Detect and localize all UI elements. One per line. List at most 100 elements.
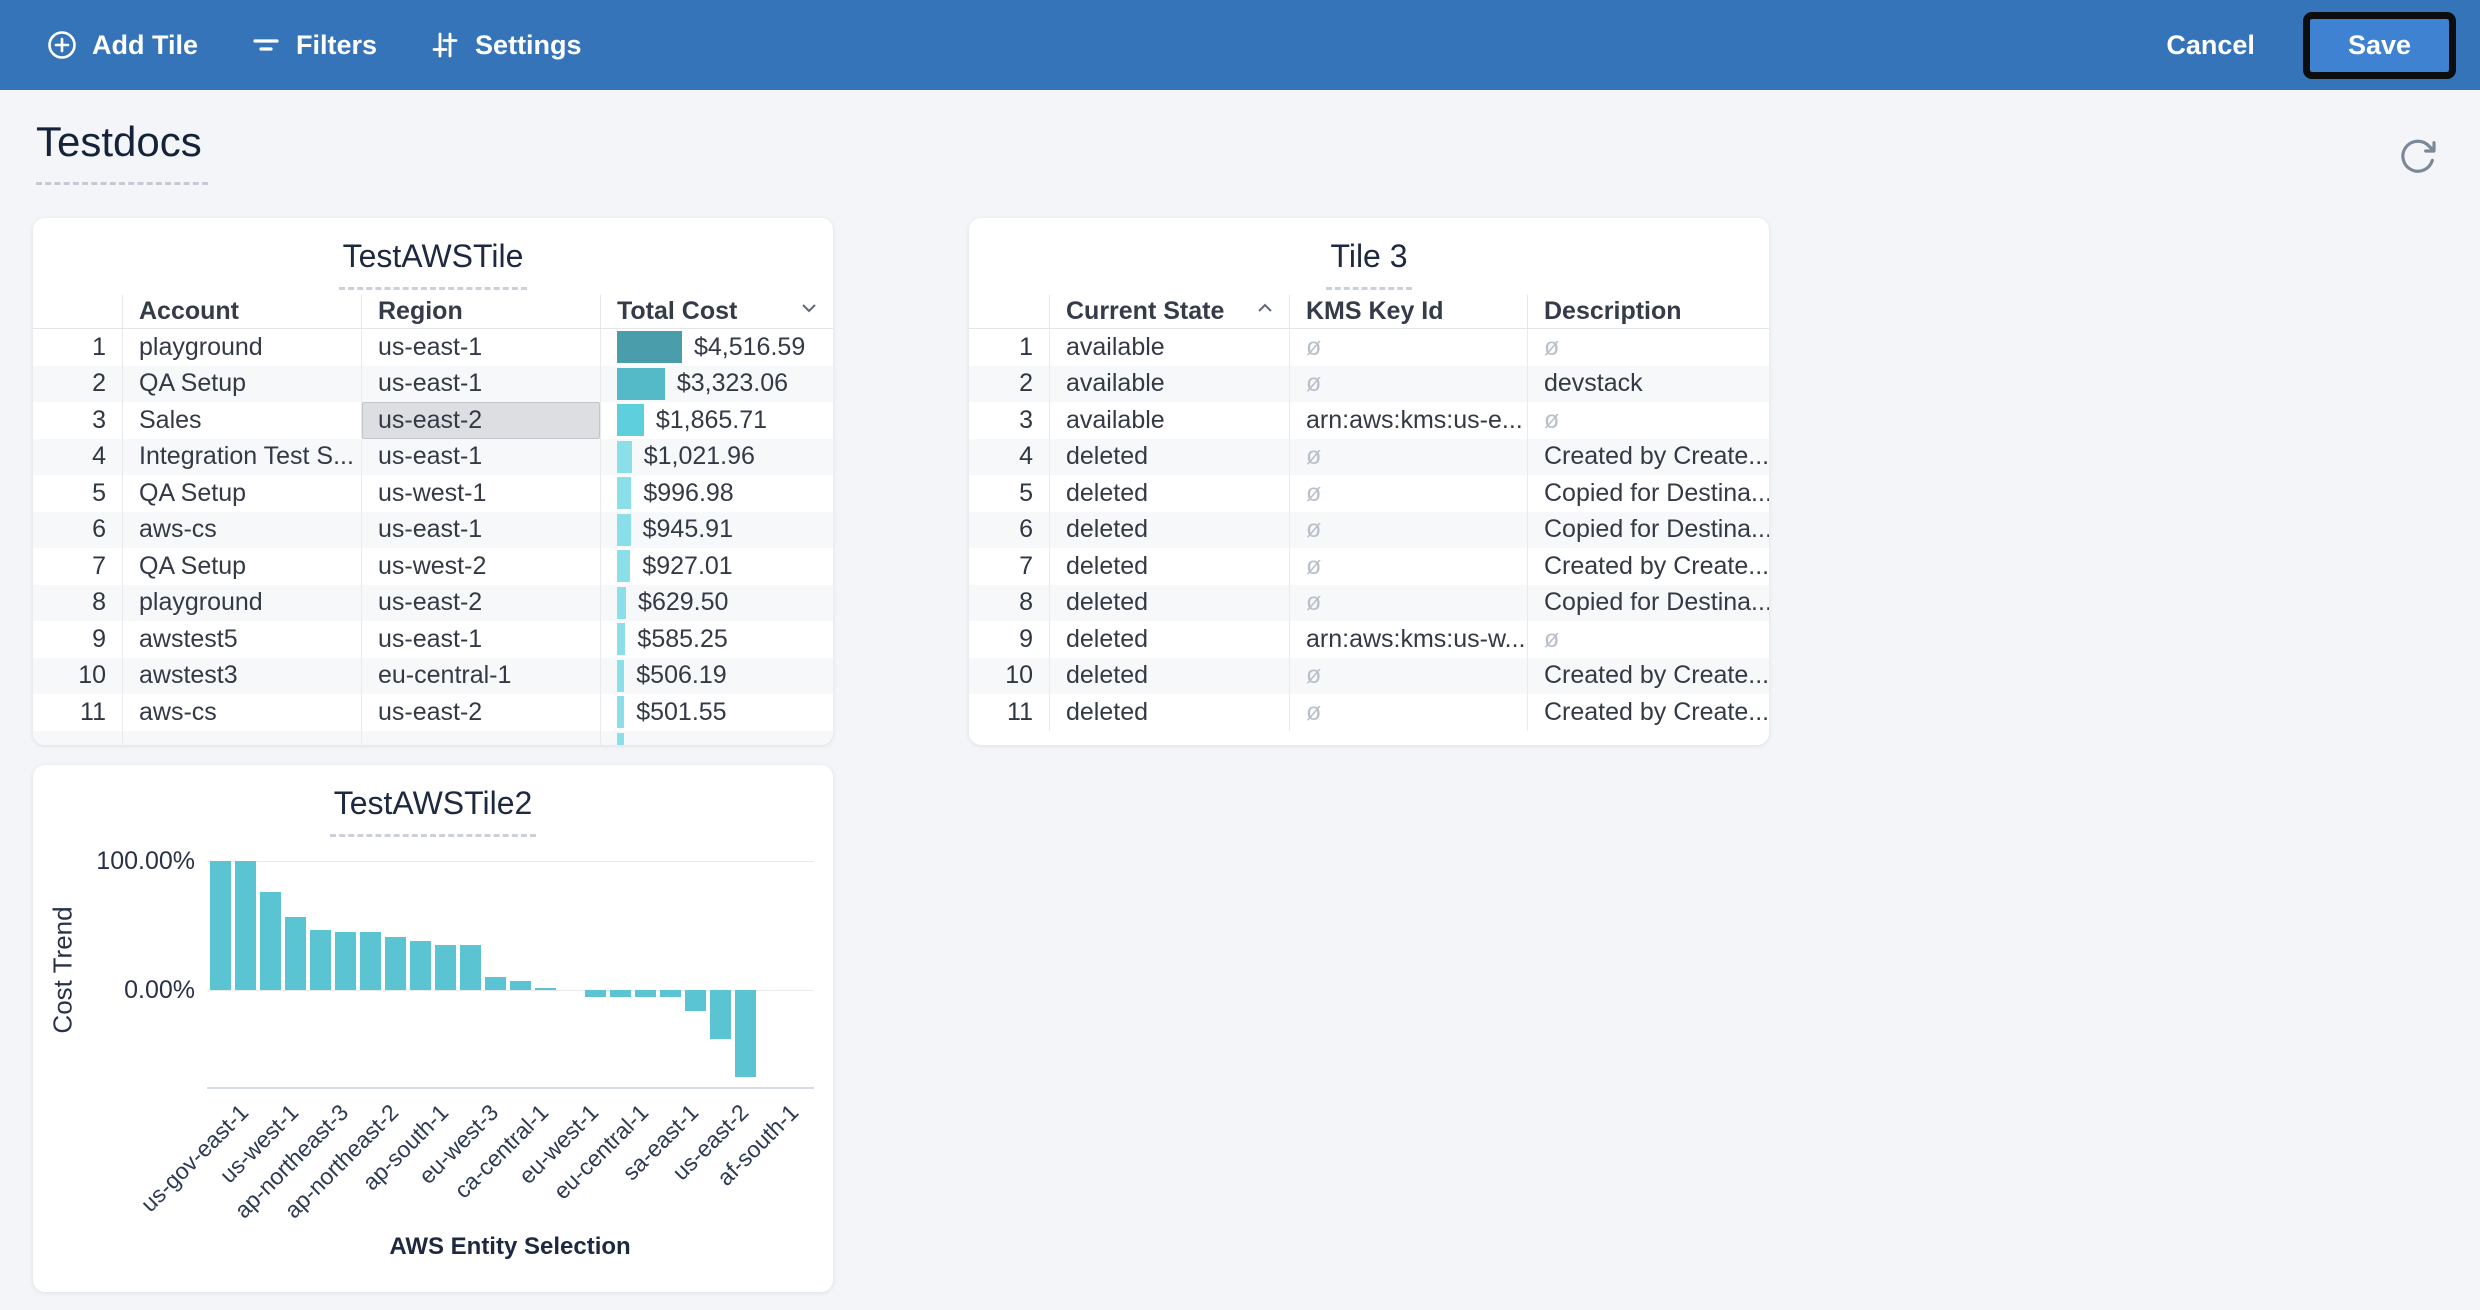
cell-description[interactable]: devstack	[1527, 365, 1769, 402]
cell-region[interactable]: us-east-2	[361, 584, 600, 621]
column-header-kms-key-id[interactable]: KMS Key Id	[1289, 295, 1527, 328]
cell-kms-key-id[interactable]: ø	[1289, 657, 1527, 694]
column-header-label: Current State	[1066, 297, 1225, 325]
cell-total-cost[interactable]: $1,865.71	[600, 402, 833, 439]
column-header-region[interactable]: Region	[361, 295, 600, 328]
cost-value: $629.50	[638, 588, 729, 617]
tile-title[interactable]: TestAWSTile2	[329, 785, 537, 837]
cell-total-cost[interactable]: $4,516.59	[600, 329, 833, 366]
cell-description[interactable]: Created by Create...	[1527, 548, 1769, 585]
filters-button[interactable]: Filters	[250, 29, 377, 61]
tile-title[interactable]: Tile 3	[1326, 238, 1412, 290]
chart-bar	[510, 981, 531, 991]
cell-current-state[interactable]: deleted	[1049, 548, 1289, 585]
tile-title[interactable]: TestAWSTile	[338, 238, 528, 290]
row-number: 11	[1007, 697, 1033, 726]
cell-account[interactable]: playground	[122, 329, 361, 366]
cell-account[interactable]: QA Setup	[122, 475, 361, 512]
cell-current-state[interactable]: available	[1049, 402, 1289, 439]
cell-current-state[interactable]: available	[1049, 365, 1289, 402]
cell-account[interactable]: awstest5	[122, 621, 361, 658]
cell-account[interactable]: aws-cs	[122, 694, 361, 731]
refresh-button[interactable]	[2396, 136, 2440, 180]
cell-current-state[interactable]: deleted	[1049, 657, 1289, 694]
cell-description[interactable]: ø	[1527, 402, 1769, 439]
cell-kms-key-id[interactable]: ø	[1289, 584, 1527, 621]
cell-total-cost[interactable]: $3,323.06	[600, 365, 833, 402]
cell-kms-key-id[interactable]: ø	[1289, 475, 1527, 512]
cell-kms-key-id[interactable]: arn:aws:kms:us-e...	[1289, 402, 1527, 439]
chart-bar	[685, 990, 706, 1011]
dashboard-title[interactable]: Testdocs	[36, 118, 208, 185]
column-header-total-cost[interactable]: Total Cost	[600, 295, 833, 328]
cell-kms-key-id[interactable]: ø	[1289, 548, 1527, 585]
cell-total-cost[interactable]: $629.50	[600, 584, 833, 621]
table-row: 7 QA Setup us-west-2 $927.01	[33, 548, 833, 585]
cell-current-state[interactable]: deleted	[1049, 475, 1289, 512]
cell-account[interactable]: awstest3	[122, 657, 361, 694]
cell-description[interactable]: Created by Create...	[1527, 438, 1769, 475]
cell-account[interactable]: QA Setup	[122, 365, 361, 402]
cell-current-state[interactable]: deleted	[1049, 694, 1289, 731]
cell-region[interactable]: us-east-1	[361, 365, 600, 402]
cell-kms-key-id[interactable]: ø	[1289, 329, 1527, 366]
cell-region[interactable]: us-east-1	[361, 438, 600, 475]
cell-total-cost[interactable]: $1,021.96	[600, 438, 833, 475]
cell-description[interactable]: Created by Create...	[1527, 657, 1769, 694]
cell-total-cost[interactable]: $927.01	[600, 548, 833, 585]
add-tile-button[interactable]: Add Tile	[46, 29, 198, 61]
cell-region-selected[interactable]: us-east-2	[361, 402, 600, 439]
table-row: 7 deleted ø Created by Create...	[969, 548, 1769, 585]
table-row: 1 playground us-east-1 $4,516.59	[33, 329, 833, 366]
cell-kms-key-id[interactable]: ø	[1289, 511, 1527, 548]
chart-bar	[610, 990, 631, 997]
tile-3: Tile 3 Current State KMS Key Id Descript…	[969, 218, 1769, 745]
column-header-account[interactable]: Account	[122, 295, 361, 328]
column-header-description[interactable]: Description	[1527, 295, 1769, 328]
cell-account[interactable]: Sales	[122, 402, 361, 439]
cell-description[interactable]: Copied for Destina...	[1527, 475, 1769, 512]
cancel-button[interactable]: Cancel	[2166, 30, 2255, 61]
cell-kms-key-id[interactable]: ø	[1289, 438, 1527, 475]
cell-kms-key-id[interactable]: arn:aws:kms:us-w...	[1289, 621, 1527, 658]
row-number-header	[969, 295, 1049, 328]
cell-current-state[interactable]: deleted	[1049, 511, 1289, 548]
cell-description[interactable]: ø	[1527, 621, 1769, 658]
cell-region[interactable]: us-east-1	[361, 621, 600, 658]
cell-total-cost[interactable]: $585.25	[600, 621, 833, 658]
cell-current-state[interactable]: deleted	[1049, 621, 1289, 658]
table-row: 6 aws-cs us-east-1 $945.91	[33, 511, 833, 548]
cell-current-state[interactable]: available	[1049, 329, 1289, 366]
column-header-current-state[interactable]: Current State	[1049, 295, 1289, 328]
save-button[interactable]: Save	[2309, 18, 2449, 72]
cell-total-cost[interactable]: $945.91	[600, 511, 833, 548]
cell-region[interactable]: eu-central-1	[361, 657, 600, 694]
cell-region[interactable]: us-east-1	[361, 511, 600, 548]
cell-description[interactable]: Created by Create...	[1527, 694, 1769, 731]
cell-region[interactable]: us-east-2	[361, 694, 600, 731]
column-header-label: Account	[139, 297, 239, 325]
cell-description[interactable]: Copied for Destina...	[1527, 511, 1769, 548]
cell-region[interactable]: us-west-2	[361, 548, 600, 585]
y-tick-100: 100.00%	[96, 847, 195, 875]
cell-account[interactable]: Integration Test S...	[122, 438, 361, 475]
cell-region[interactable]: us-east-1	[361, 329, 600, 366]
cell-account[interactable]: playground	[122, 584, 361, 621]
cell-region[interactable]: us-west-1	[361, 475, 600, 512]
cell-total-cost[interactable]: $996.98	[600, 475, 833, 512]
cell-kms-key-id[interactable]: ø	[1289, 694, 1527, 731]
cost-bar	[617, 659, 625, 692]
cell-current-state[interactable]: deleted	[1049, 438, 1289, 475]
cell-description[interactable]: ø	[1527, 329, 1769, 366]
cell-total-cost[interactable]: $506.19	[600, 657, 833, 694]
cell-current-state[interactable]: deleted	[1049, 584, 1289, 621]
cell-description[interactable]: Copied for Destina...	[1527, 584, 1769, 621]
chart-bar	[735, 990, 756, 1077]
cell-kms-key-id[interactable]: ø	[1289, 365, 1527, 402]
cell-total-cost[interactable]: $501.55	[600, 694, 833, 731]
settings-button[interactable]: Settings	[429, 29, 582, 61]
cost-bar	[617, 586, 627, 619]
save-button-highlight-border: Save	[2302, 11, 2456, 79]
cell-account[interactable]: aws-cs	[122, 511, 361, 548]
cell-account[interactable]: QA Setup	[122, 548, 361, 585]
